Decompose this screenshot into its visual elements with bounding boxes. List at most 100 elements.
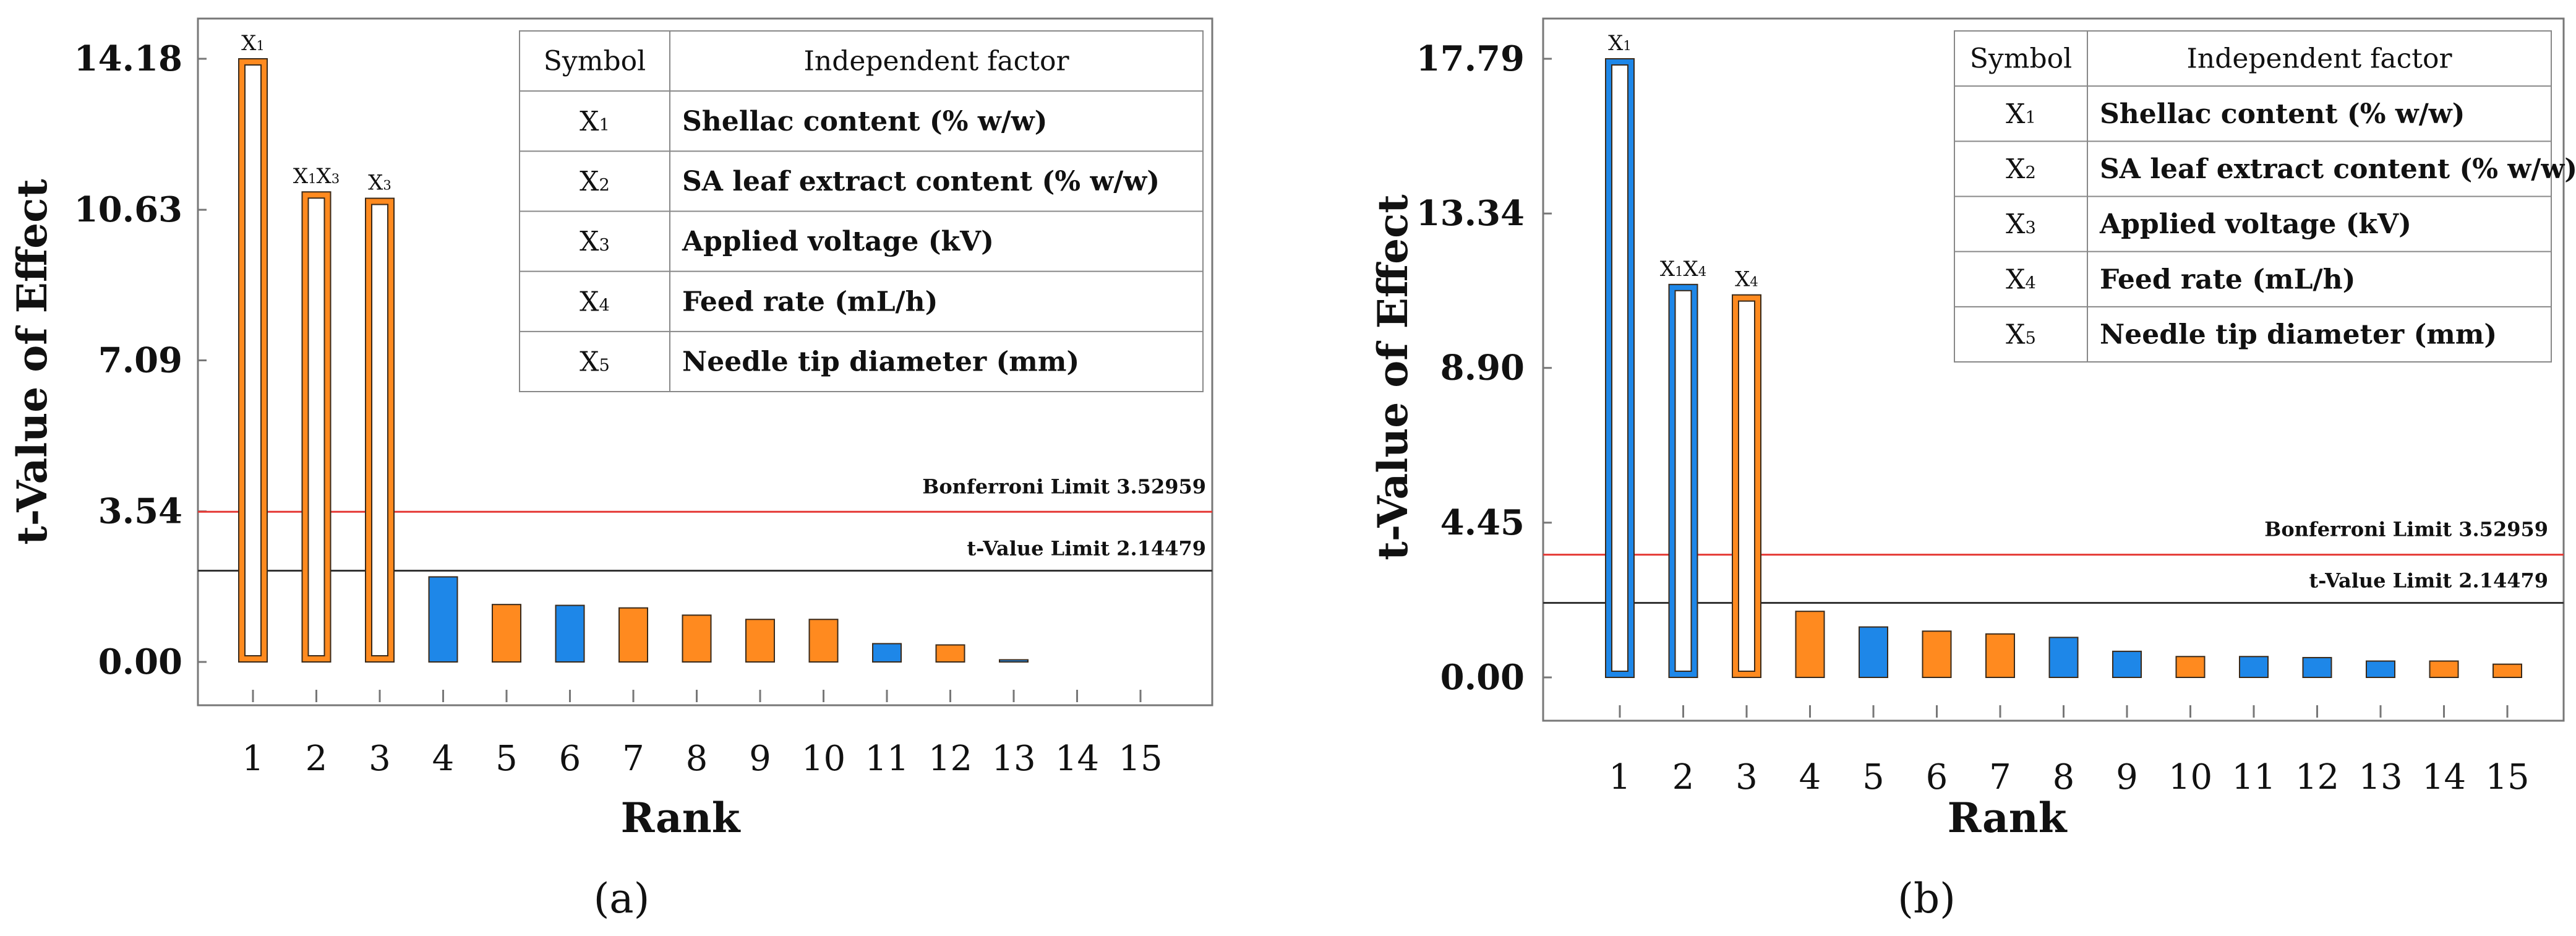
- caption: (a): [594, 875, 650, 922]
- x-axis-title: Rank: [621, 794, 741, 842]
- table-cell-factor: SA leaf extract content (% w/w): [682, 166, 1160, 197]
- x-tick-label: 15: [2485, 757, 2529, 797]
- bar-hollow-inner: [244, 64, 262, 656]
- bar: [872, 643, 902, 663]
- y-tick-label: 8.90: [1440, 348, 1525, 389]
- x-tick-label: 2: [306, 739, 328, 779]
- x-tick-label: 12: [928, 739, 972, 779]
- x-axis-title: Rank: [1948, 794, 2068, 842]
- bar-hollow-inner: [1674, 290, 1692, 672]
- x-tick-label: 1: [1609, 757, 1631, 797]
- y-tick-label: 4.45: [1440, 502, 1525, 543]
- x-tick-label: 7: [1989, 757, 2011, 797]
- x-tick-label: 8: [2053, 757, 2075, 797]
- y-tick-label: 17.79: [1416, 38, 1525, 79]
- bar: [2493, 663, 2522, 678]
- bars: [1605, 58, 2522, 679]
- bar-label: X3: [368, 171, 392, 195]
- bar: [2302, 656, 2332, 678]
- bar: [999, 659, 1029, 663]
- x-tick-label: 12: [2295, 757, 2339, 797]
- bar-hollow-inner: [1738, 300, 1755, 672]
- bar: [2366, 660, 2395, 679]
- table-cell-factor: Applied voltage (kV): [2099, 208, 2411, 240]
- bar-labels: X1 X1X4 X4: [1608, 31, 1758, 292]
- bar: [1985, 633, 2015, 679]
- factor-table: Symbol Independent factor X1 Shellac conten…: [519, 30, 1204, 392]
- bar-hollow-inner: [1611, 64, 1628, 672]
- bar: [745, 619, 775, 663]
- bar: [492, 604, 521, 663]
- y-tick-label: 3.54: [98, 491, 182, 532]
- table-cell-factor: Feed rate (mL/h): [2100, 264, 2355, 295]
- bars: [238, 58, 1029, 663]
- y-tick-label: 0.00: [98, 642, 182, 682]
- table-cell-factor: Feed rate (mL/h): [682, 286, 938, 317]
- bar: [808, 619, 839, 663]
- table-cell-factor: Applied voltage (kV): [682, 226, 994, 257]
- bar: [428, 576, 458, 663]
- x-tick-label: 4: [1799, 757, 1821, 797]
- bar-label: X1X4: [1660, 257, 1706, 281]
- table-cell-symbol: X5: [580, 346, 610, 377]
- table-header-factor: Independent factor: [2186, 43, 2452, 75]
- y-tick-label: 10.63: [74, 189, 182, 230]
- bonferroni-label: Bonferroni Limit 3.52959: [922, 474, 1206, 498]
- bar-label: X1X3: [293, 164, 340, 189]
- x-tick-label: 11: [865, 739, 909, 779]
- y-tick-label: 0.00: [1440, 657, 1525, 698]
- x-tick-label: 6: [1926, 757, 1948, 797]
- x-tick-label: 1: [242, 739, 264, 779]
- y-tick-labels: 0.00 3.54 7.09 10.63 14.18: [74, 38, 207, 682]
- bar-label: X4: [1735, 267, 1758, 292]
- bar: [1922, 630, 1952, 678]
- bar: [1795, 611, 1825, 678]
- x-tick-label: 13: [991, 739, 1035, 779]
- table-cell-symbol: X4: [2006, 264, 2036, 295]
- table-header-symbol: Symbol: [1970, 43, 2072, 75]
- x-tick-label: 9: [2116, 757, 2138, 797]
- x-tick-label: 3: [369, 739, 391, 779]
- bar: [2048, 637, 2079, 678]
- table-header-factor: Independent factor: [803, 46, 1069, 77]
- y-tick-label: 13.34: [1416, 193, 1525, 234]
- x-tick-label: 10: [802, 739, 845, 779]
- bar-labels: X1 X1X3 X3: [241, 31, 392, 195]
- bar: [2112, 650, 2142, 678]
- x-tick-label: 5: [1862, 757, 1885, 797]
- bar-label: X1: [241, 31, 265, 56]
- x-tick-label: 5: [495, 739, 518, 779]
- x-tick-label: 4: [432, 739, 455, 779]
- y-tick-labels: 0.00 4.45 8.90 13.34 17.79: [1416, 38, 1552, 698]
- y-tick-label: 7.09: [98, 340, 182, 381]
- bar: [2175, 656, 2206, 679]
- y-tick-label: 14.18: [74, 38, 182, 79]
- bar-label: X1: [1608, 31, 1632, 56]
- x-tick-label: 11: [2232, 757, 2275, 797]
- table-cell-factor: SA leaf extract content (% w/w): [2100, 153, 2576, 185]
- table-cell-factor: Needle tip diameter (mm): [2100, 319, 2497, 350]
- bar: [935, 644, 965, 663]
- x-tick-labels: 1 2 3 4 5 6 7 8 9 10 11 12 13 14 15: [1609, 705, 2530, 797]
- table-cell-factor: Needle tip diameter (mm): [682, 346, 1079, 377]
- x-tick-label: 14: [2422, 757, 2466, 797]
- table-cell-factor: Shellac content (% w/w): [682, 106, 1047, 137]
- plot-frame: [197, 17, 1213, 706]
- x-tick-label: 7: [622, 739, 644, 779]
- x-tick-label: 13: [2358, 757, 2402, 797]
- bar: [618, 607, 648, 663]
- bar: [2239, 656, 2269, 679]
- factor-table: Symbol Independent factor X1 Shellac conten…: [1954, 30, 2576, 363]
- y-axis-title: t-Value of Effect: [1369, 194, 1417, 560]
- table-cell-factor: Shellac content (% w/w): [2100, 98, 2465, 130]
- table-cell-symbol: X1: [580, 106, 610, 137]
- t-value-limit-label: t-Value Limit 2.14479: [2309, 569, 2548, 592]
- plot-frame: [1542, 17, 2565, 722]
- x-tick-label: 10: [2168, 757, 2212, 797]
- x-tick-labels: 1 2 3 4 5 6 7 8 9 10 11 12 13 14 15: [242, 690, 1163, 779]
- bar: [555, 604, 585, 663]
- table-cell-symbol: X1: [2006, 98, 2036, 130]
- table-cell-symbol: X4: [580, 286, 610, 317]
